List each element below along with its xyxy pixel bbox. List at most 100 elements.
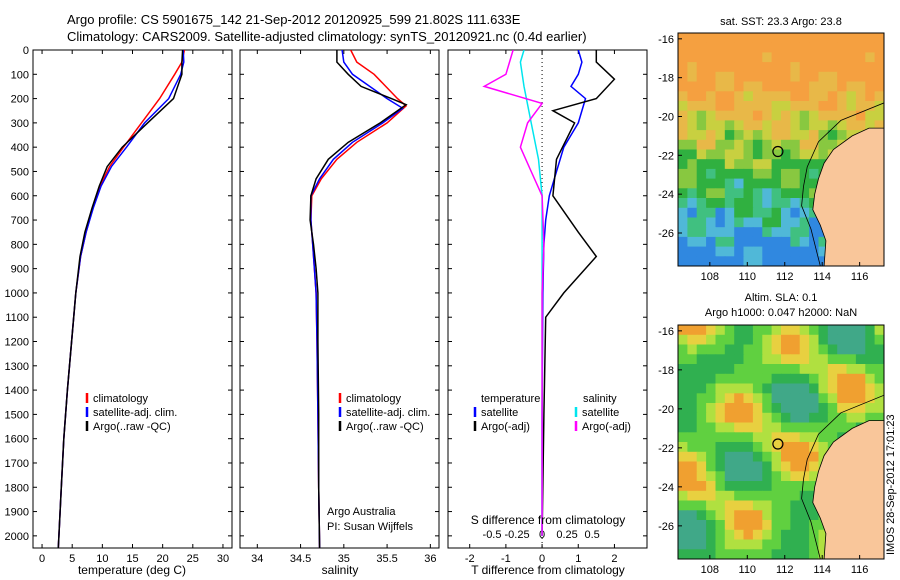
y-tick-label: 1400	[5, 385, 29, 397]
map-cell	[687, 442, 698, 453]
map-cell	[696, 461, 707, 472]
map-cell	[818, 110, 829, 121]
map-cell	[799, 334, 810, 346]
map-cell	[762, 110, 773, 121]
map-cell	[706, 236, 717, 248]
map-cell	[827, 71, 838, 83]
map-cell	[799, 81, 810, 92]
map-cell	[752, 539, 763, 550]
map-cell	[809, 52, 820, 63]
map-cell	[762, 471, 773, 482]
map-cell	[706, 490, 717, 502]
map-cell	[743, 412, 754, 424]
map-cell	[762, 529, 773, 541]
map-cell	[743, 130, 754, 141]
map-cell	[790, 91, 801, 102]
map-cell	[734, 188, 745, 199]
map-cell	[743, 539, 754, 550]
map-cell	[696, 471, 707, 482]
map-cell	[696, 62, 707, 73]
map-cell	[809, 188, 820, 199]
map-cell	[790, 198, 801, 209]
map-cell	[762, 354, 773, 365]
map-cell	[781, 42, 791, 53]
y-tick-label: 1900	[5, 507, 29, 519]
map-cell	[696, 520, 707, 531]
x-tick-label: 1	[575, 553, 581, 565]
map-cell	[790, 432, 801, 443]
map-cell	[678, 520, 688, 531]
map-cell	[678, 549, 688, 559]
map-cell	[846, 91, 857, 102]
map-cell	[724, 393, 735, 404]
map-cell	[827, 354, 838, 365]
map-cell	[678, 101, 688, 112]
map-cell	[771, 52, 782, 63]
map-y-tick-label: -20	[658, 111, 674, 123]
map-cell	[678, 442, 688, 453]
map-cell	[752, 344, 763, 355]
map-cell	[790, 130, 801, 141]
sst-map-title: sat. SST: 23.3 Argo: 23.8	[720, 16, 842, 28]
y-tick-label: 900	[11, 264, 29, 276]
map-cell	[724, 198, 735, 209]
map-cell	[715, 539, 726, 550]
map-cell	[771, 539, 782, 550]
map-cell	[865, 373, 876, 385]
map-cell	[724, 246, 735, 257]
map-cell	[734, 471, 745, 482]
map-cell	[790, 217, 801, 228]
map-cell	[771, 120, 782, 131]
map-cell	[818, 529, 829, 541]
map-cell	[865, 412, 876, 424]
map-cell	[752, 130, 763, 141]
map-cell	[762, 510, 773, 521]
map-cell	[678, 403, 688, 414]
map-cell	[790, 325, 801, 336]
map-cell	[715, 110, 726, 121]
map-cell	[771, 246, 782, 257]
y-tick-label: 1300	[5, 361, 29, 373]
map-cell	[837, 412, 848, 424]
map-cell	[809, 422, 820, 433]
map-cell	[855, 62, 866, 73]
argo-position-marker	[772, 438, 784, 450]
map-cell	[724, 52, 735, 63]
map-cell	[734, 101, 745, 112]
map-cell	[734, 227, 745, 238]
map-cell	[781, 334, 791, 346]
map-cell	[752, 432, 763, 443]
map-cell	[762, 403, 773, 414]
map-cell	[799, 217, 810, 228]
map-cell	[752, 198, 763, 209]
difference-axes-frame	[447, 49, 648, 549]
map-cell	[678, 412, 688, 424]
map-cell	[715, 334, 726, 346]
map-cell	[771, 481, 782, 492]
map-cell	[846, 42, 857, 53]
map-cell	[687, 149, 698, 160]
map-cell	[715, 246, 726, 257]
y-tick-label: 1100	[5, 312, 29, 324]
map-cell	[734, 539, 745, 550]
map-cell	[696, 354, 707, 365]
map-cell	[687, 236, 698, 248]
map-cell	[781, 364, 791, 375]
map-cell	[743, 325, 754, 336]
map-cell	[743, 91, 754, 102]
map-y-tick-label: -22	[658, 443, 674, 455]
map-cell	[752, 42, 763, 53]
legend-title-temperature: temperature	[481, 393, 540, 405]
map-cell	[771, 42, 782, 53]
map-cell	[818, 139, 829, 151]
map-cell	[752, 91, 763, 102]
map-cell	[706, 217, 717, 228]
map-cell	[696, 364, 707, 375]
map-cell	[846, 344, 857, 355]
map-cell	[715, 490, 726, 502]
map-cell	[724, 549, 735, 559]
map-cell	[752, 334, 763, 346]
map-cell	[762, 539, 773, 550]
land-mass	[812, 127, 884, 266]
map-cell	[827, 344, 838, 355]
